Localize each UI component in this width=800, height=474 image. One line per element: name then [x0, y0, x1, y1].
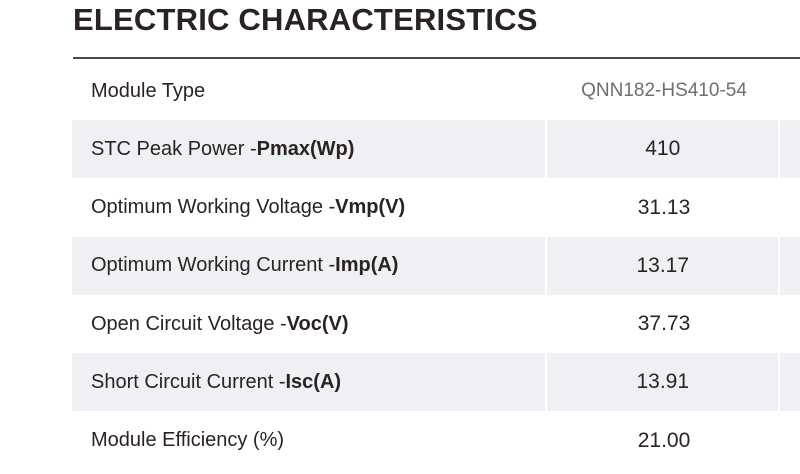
- row-label-text: Module Efficiency (%): [91, 429, 285, 452]
- row-label: Short Circuit Current - Isc(A): [72, 353, 546, 412]
- row-label-symbol: Pmax(Wp): [256, 137, 355, 160]
- row-label-symbol: Imp(A): [335, 254, 399, 277]
- row-value: 410: [547, 120, 779, 179]
- title-divider: [73, 57, 800, 59]
- electric-characteristics-table: Module Type QNN182-HS410-54 STC Peak Pow…: [72, 62, 800, 470]
- row-label-text: Optimum Working Current -: [91, 254, 336, 277]
- table-header-row: Module Type QNN182-HS410-54: [72, 62, 800, 120]
- row-label-symbol: Voc(V): [286, 312, 349, 335]
- row-label-text: STC Peak Power -: [91, 137, 257, 160]
- row-value: 13.17: [547, 236, 779, 295]
- row-extra-cell: [780, 236, 800, 295]
- row-label: Open Circuit Voltage - Voc(V): [72, 295, 548, 353]
- row-value: 21.00: [637, 428, 691, 452]
- header-value: QNN182-HS410-54: [581, 80, 747, 101]
- table-row: Optimum Working Voltage - Vmp(V) 31.13: [72, 179, 800, 237]
- row-value: 37.73: [637, 312, 691, 336]
- row-extra-cell: [780, 412, 800, 470]
- row-label: STC Peak Power - Pmax(Wp): [72, 120, 546, 179]
- table-row: Module Efficiency (%) 21.00: [72, 412, 800, 470]
- row-extra-cell: [780, 120, 800, 179]
- row-label-symbol: Vmp(V): [335, 196, 406, 219]
- header-extra-cell: [780, 62, 800, 120]
- row-label: Optimum Working Voltage - Vmp(V): [72, 179, 548, 237]
- table-row: Optimum Working Current - Imp(A) 13.17: [72, 236, 800, 295]
- row-extra-cell: [780, 353, 800, 412]
- row-extra-cell: [780, 179, 800, 237]
- table-row: Short Circuit Current - Isc(A) 13.91: [72, 353, 800, 412]
- row-label-text: Open Circuit Voltage -: [91, 312, 287, 335]
- row-label-symbol: Isc(A): [285, 370, 342, 393]
- header-label: Module Type: [91, 79, 206, 102]
- row-label: Optimum Working Current - Imp(A): [72, 236, 546, 295]
- row-label-text: Short Circuit Current -: [91, 370, 286, 393]
- row-value: 13.91: [547, 353, 779, 412]
- table-row: Open Circuit Voltage - Voc(V) 37.73: [72, 295, 800, 353]
- row-value: 31.13: [637, 195, 691, 219]
- section-title: ELECTRIC CHARACTERISTICS: [73, 2, 538, 37]
- row-label: Module Efficiency (%): [72, 412, 548, 470]
- table-row: STC Peak Power - Pmax(Wp) 410: [72, 120, 800, 179]
- row-extra-cell: [780, 295, 800, 353]
- row-label-text: Optimum Working Voltage -: [91, 196, 336, 219]
